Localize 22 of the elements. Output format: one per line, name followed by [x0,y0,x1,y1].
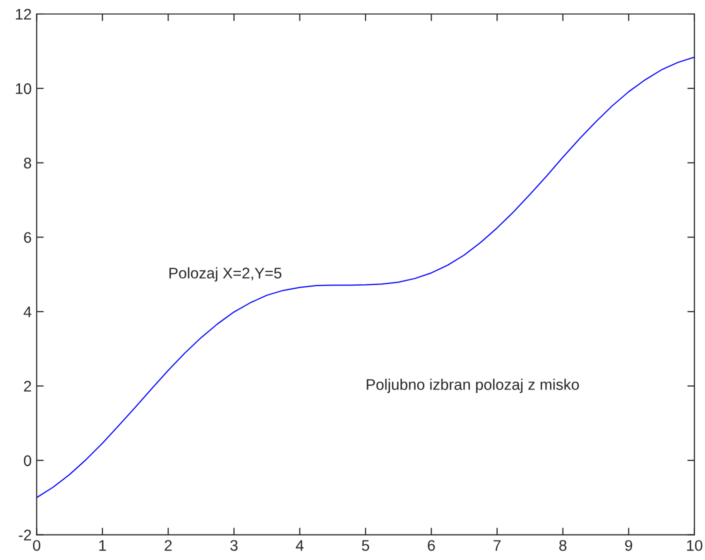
y-tick-label: 6 [24,232,32,243]
x-tick-label: 2 [164,540,172,551]
y-tick-label: 12 [16,8,32,20]
x-tick-label: 9 [625,540,632,551]
line-series [36,56,694,498]
y-tick-label: 8 [24,158,32,168]
y-tick-label: 2 [24,380,32,392]
y-tick-label: 0 [24,455,32,466]
y-tick-label: -2 [18,530,32,540]
x-tick-label: 10 [687,540,702,551]
x-tick-label: 5 [362,540,370,551]
x-tick-label: 7 [494,540,501,551]
x-tick-label: 1 [99,540,106,551]
y-tick-label: 10 [16,83,32,94]
x-tick-label: 8 [559,540,566,551]
annotation: Poljubno izbran polozaj z misko [366,378,579,393]
x-tick-label: 6 [428,540,435,551]
x-tick-label: 0 [33,540,40,551]
y-tick-label: 4 [24,306,32,318]
x-tick-label: 3 [230,540,238,551]
annotation: Polozaj X=2,Y=5 [169,267,282,282]
x-tick-label: 4 [296,540,304,551]
